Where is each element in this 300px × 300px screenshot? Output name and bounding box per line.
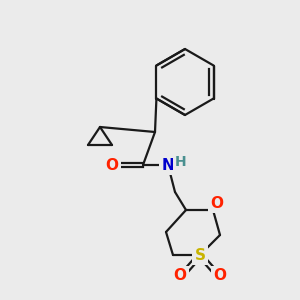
Text: N: N [162, 158, 174, 172]
Text: O: O [214, 268, 226, 284]
Text: S: S [194, 248, 206, 262]
Text: O: O [173, 268, 187, 284]
Text: H: H [175, 155, 187, 169]
Text: O: O [106, 158, 118, 172]
Text: O: O [211, 196, 224, 211]
